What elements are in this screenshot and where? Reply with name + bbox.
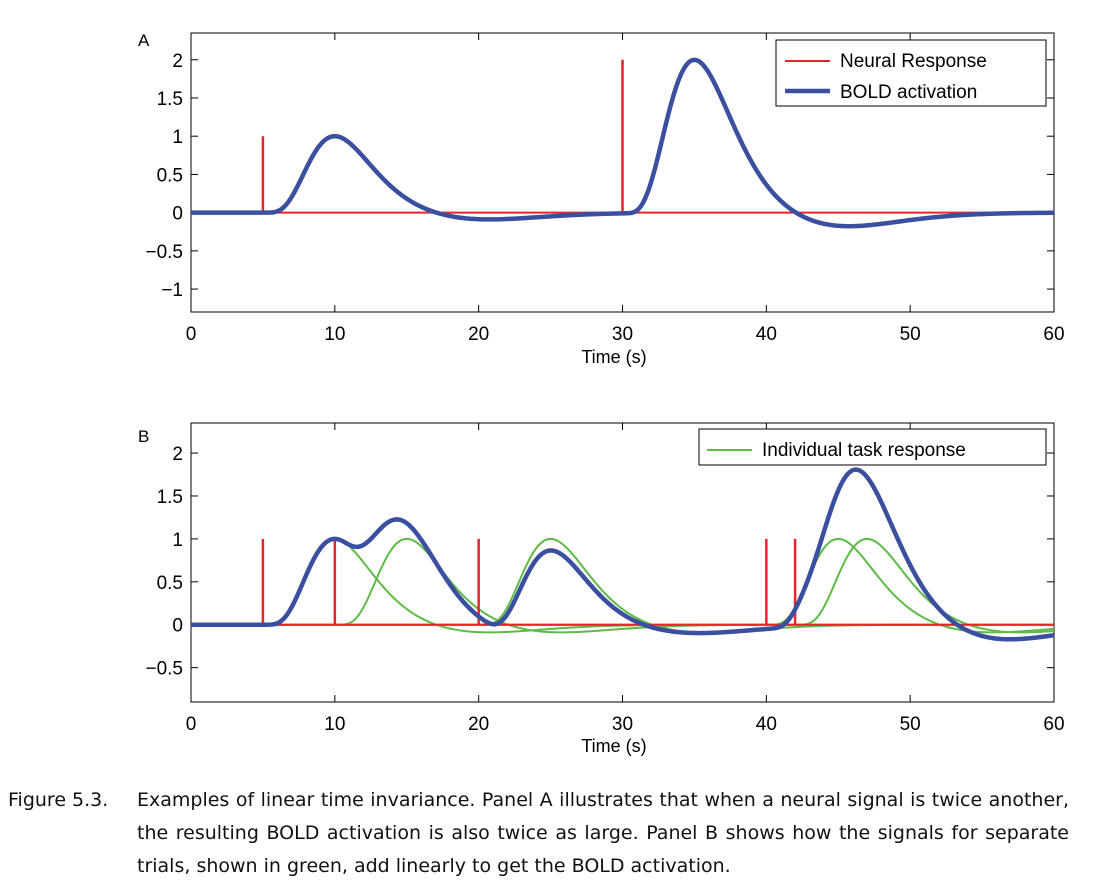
y-tick-label: −1 [161,280,183,301]
caption-text: Examples of linear time invariance. Pane… [137,789,1069,877]
y-tick-label: −0.5 [145,242,183,263]
y-tick-label: 2 [172,51,183,72]
x-tick-label: 50 [900,714,921,735]
panel-a-label: A [138,31,150,50]
x-tick-label: 30 [612,714,633,735]
x-tick-label: 0 [186,324,197,345]
panel-a-legend: Neural Response BOLD activation [775,39,1047,107]
panel-b-tick-labels: 0 10 20 30 40 50 60 2 1.5 1 0.5 0 −0.5 [145,444,1064,735]
legend-bold-label: BOLD activation [840,82,977,103]
panel-a-plot [190,57,1055,229]
x-tick-label: 60 [1043,324,1064,345]
x-tick-label: 10 [324,324,345,345]
bold-activation-line [190,467,1055,642]
panel-b-legend-box [698,428,1047,466]
panel-a-xlabel: Time (s) [581,347,646,367]
x-tick-label: 60 [1043,714,1064,735]
y-tick-label: 1.5 [157,487,183,508]
panel-b-ticks [190,423,1055,702]
x-tick-label: 0 [186,714,197,735]
y-tick-label: 2 [172,444,183,465]
x-tick-label: 40 [756,324,777,345]
x-tick-label: 50 [900,324,921,345]
individual-response-line-4 [191,537,1055,634]
x-tick-label: 20 [468,324,489,345]
panel-b-xlabel: Time (s) [581,736,646,756]
x-tick-label: 10 [324,714,345,735]
y-tick-label: 0 [172,204,183,225]
legend-individual-label: Individual task response [762,440,966,461]
y-tick-label: 1 [172,127,183,148]
y-tick-label: 0.5 [157,573,183,594]
x-tick-label: 40 [756,714,777,735]
bold-activation-line [190,57,1055,229]
legend-neural-label: Neural Response [840,51,987,72]
panel-a-legend-box [775,39,1047,107]
y-tick-label: 0 [172,616,183,637]
x-tick-label: 20 [468,714,489,735]
panel-b-plot [190,467,1055,642]
panel-b-label: B [138,427,149,446]
panel-b: B 0 10 20 30 40 50 60 2 1.5 1 0.5 0 −0.5 Time (s) In… [138,422,1065,756]
panel-a-tick-labels: 0 10 20 30 40 50 60 2 1.5 1 0.5 0 −0.5 −1 [145,51,1064,345]
panel-b-legend: Individual task response [698,428,1047,466]
x-tick-label: 30 [612,324,633,345]
y-tick-label: 1 [172,530,183,551]
y-tick-label: 0.5 [157,165,183,186]
figure-label: Figure 5.3. [8,789,109,811]
y-tick-label: 1.5 [157,89,183,110]
y-tick-label: −0.5 [145,659,183,680]
